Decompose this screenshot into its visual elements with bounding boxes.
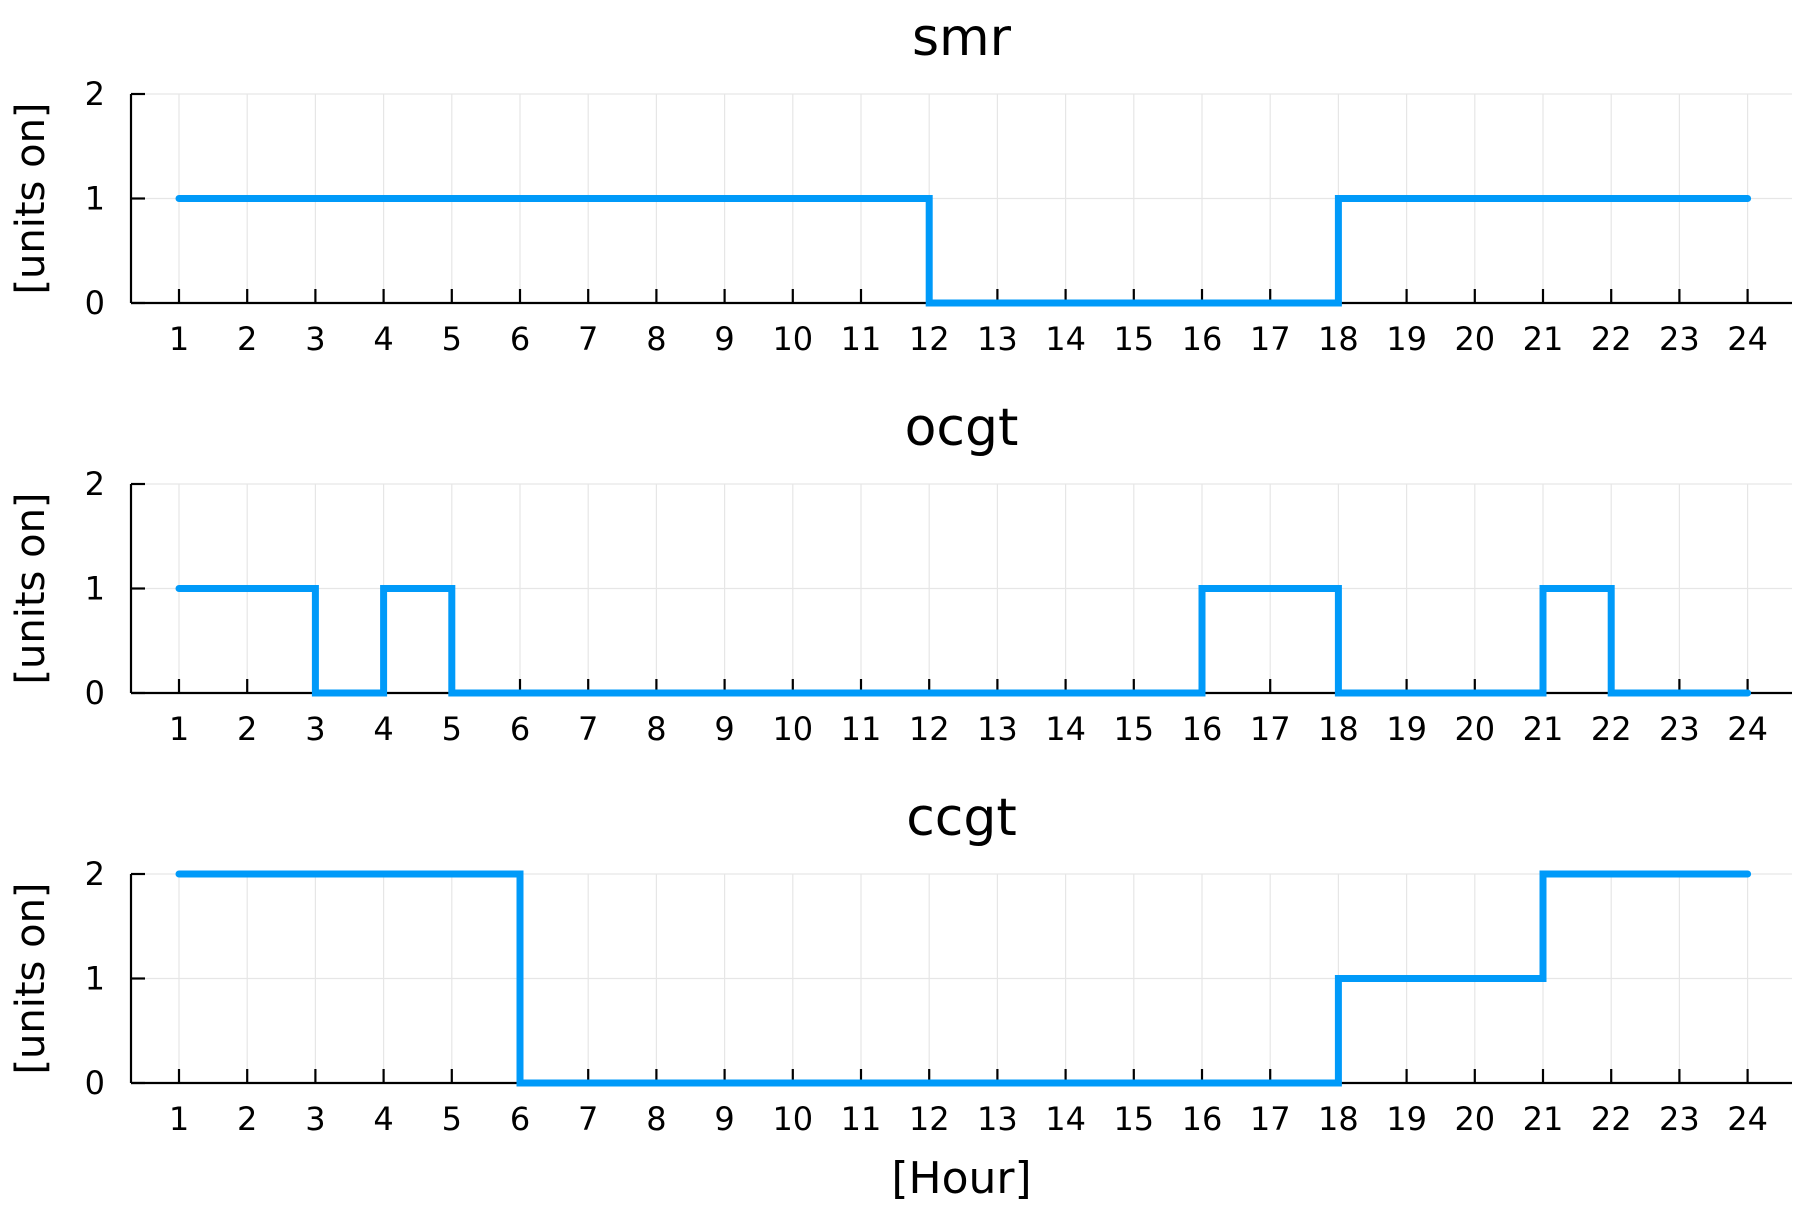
x-tick-label: 16 bbox=[1182, 1100, 1223, 1138]
x-tick-label: 18 bbox=[1318, 1100, 1359, 1138]
panel-title: smr bbox=[912, 8, 1012, 68]
series-line-smr bbox=[175, 195, 1752, 307]
y-tick-label: 1 bbox=[85, 960, 105, 998]
x-tick-label: 11 bbox=[841, 710, 882, 748]
x-tick-label: 14 bbox=[1045, 320, 1086, 358]
x-tick-label: 4 bbox=[373, 710, 393, 748]
x-tick-label: 18 bbox=[1318, 320, 1359, 358]
x-tick-label: 24 bbox=[1727, 320, 1768, 358]
y-axis-label: [units on] bbox=[8, 102, 54, 294]
x-axis-label: [Hour] bbox=[891, 1153, 1031, 1200]
x-tick-label: 24 bbox=[1727, 1100, 1768, 1138]
x-tick-label: 10 bbox=[772, 710, 813, 748]
x-tick-label: 15 bbox=[1113, 710, 1154, 748]
x-tick-label: 5 bbox=[442, 320, 462, 358]
x-tick-label: 13 bbox=[977, 710, 1018, 748]
x-tick-label: 3 bbox=[305, 710, 325, 748]
x-tick-label: 20 bbox=[1454, 320, 1495, 358]
y-tick-label: 2 bbox=[85, 855, 105, 893]
x-tick-label: 15 bbox=[1113, 1100, 1154, 1138]
x-tick-label: 9 bbox=[714, 320, 734, 358]
x-tick-label: 19 bbox=[1386, 320, 1427, 358]
x-tick-label: 1 bbox=[169, 710, 189, 748]
y-tick-label: 0 bbox=[85, 284, 105, 322]
x-tick-label: 16 bbox=[1182, 320, 1223, 358]
y-axis-label: [units on] bbox=[8, 882, 54, 1074]
y-tick-label: 0 bbox=[85, 1064, 105, 1102]
x-tick-label: 21 bbox=[1523, 320, 1564, 358]
x-tick-label: 4 bbox=[373, 1100, 393, 1138]
x-tick-label: 9 bbox=[714, 1100, 734, 1138]
series-line-ccgt bbox=[175, 870, 1752, 1087]
x-tick-label: 15 bbox=[1113, 320, 1154, 358]
x-tick-label: 10 bbox=[772, 1100, 813, 1138]
x-tick-label: 1 bbox=[169, 320, 189, 358]
x-tick-label: 22 bbox=[1591, 710, 1632, 748]
x-tick-label: 19 bbox=[1386, 1100, 1427, 1138]
x-tick-label: 8 bbox=[646, 1100, 666, 1138]
x-tick-label: 21 bbox=[1523, 1100, 1564, 1138]
x-tick-label: 8 bbox=[646, 710, 666, 748]
x-tick-label: 10 bbox=[772, 320, 813, 358]
x-tick-label: 13 bbox=[977, 320, 1018, 358]
x-tick-label: 16 bbox=[1182, 710, 1223, 748]
x-tick-label: 13 bbox=[977, 1100, 1018, 1138]
x-tick-label: 17 bbox=[1250, 1100, 1291, 1138]
series-line-ocgt bbox=[175, 585, 1752, 697]
x-tick-label: 14 bbox=[1045, 1100, 1086, 1138]
x-tick-label: 7 bbox=[578, 710, 598, 748]
y-tick-label: 2 bbox=[85, 75, 105, 113]
x-tick-label: 18 bbox=[1318, 710, 1359, 748]
x-tick-label: 6 bbox=[510, 1100, 530, 1138]
x-tick-label: 5 bbox=[442, 1100, 462, 1138]
x-tick-label: 3 bbox=[305, 320, 325, 358]
x-tick-label: 6 bbox=[510, 320, 530, 358]
x-tick-label: 22 bbox=[1591, 1100, 1632, 1138]
x-tick-label: 21 bbox=[1523, 710, 1564, 748]
x-tick-label: 8 bbox=[646, 320, 666, 358]
y-axis-label: [units on] bbox=[8, 492, 54, 684]
x-tick-label: 2 bbox=[237, 1100, 257, 1138]
panel-title: ccgt bbox=[906, 788, 1017, 848]
y-tick-label: 1 bbox=[85, 180, 105, 218]
x-tick-label: 7 bbox=[578, 1100, 598, 1138]
x-tick-label: 3 bbox=[305, 1100, 325, 1138]
x-tick-label: 23 bbox=[1659, 1100, 1700, 1138]
x-tick-label: 9 bbox=[714, 710, 734, 748]
x-tick-label: 24 bbox=[1727, 710, 1768, 748]
y-tick-label: 2 bbox=[85, 465, 105, 503]
x-tick-label: 2 bbox=[237, 320, 257, 358]
x-tick-label: 1 bbox=[169, 1100, 189, 1138]
x-tick-label: 17 bbox=[1250, 320, 1291, 358]
x-tick-label: 7 bbox=[578, 320, 598, 358]
y-tick-label: 1 bbox=[85, 570, 105, 608]
x-tick-label: 23 bbox=[1659, 710, 1700, 748]
x-tick-label: 22 bbox=[1591, 320, 1632, 358]
x-tick-label: 12 bbox=[909, 1100, 950, 1138]
x-tick-label: 2 bbox=[237, 710, 257, 748]
x-tick-label: 20 bbox=[1454, 1100, 1495, 1138]
panel-title: ocgt bbox=[905, 398, 1019, 458]
y-tick-label: 0 bbox=[85, 674, 105, 712]
x-tick-label: 12 bbox=[909, 320, 950, 358]
x-tick-label: 12 bbox=[909, 710, 950, 748]
x-tick-label: 11 bbox=[841, 1100, 882, 1138]
x-tick-label: 19 bbox=[1386, 710, 1427, 748]
x-tick-label: 4 bbox=[373, 320, 393, 358]
x-tick-label: 11 bbox=[841, 320, 882, 358]
x-tick-label: 20 bbox=[1454, 710, 1495, 748]
x-tick-label: 23 bbox=[1659, 320, 1700, 358]
x-tick-label: 5 bbox=[442, 710, 462, 748]
x-tick-label: 14 bbox=[1045, 710, 1086, 748]
x-tick-label: 17 bbox=[1250, 710, 1291, 748]
x-tick-label: 6 bbox=[510, 710, 530, 748]
